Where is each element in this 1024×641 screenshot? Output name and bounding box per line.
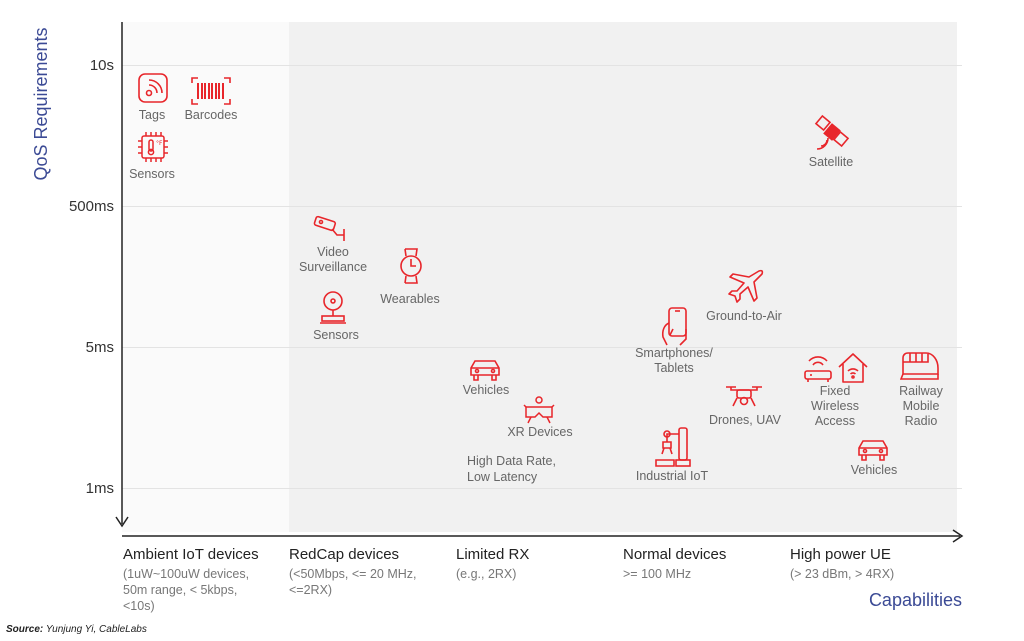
satellite-icon [812,112,852,156]
gauge-sensor-icon [318,290,348,326]
label-industrial-iot: Industrial IoT [635,469,709,483]
router-icon [802,356,834,384]
y-tick-10s: 10s [89,57,114,74]
y-axis-arrow [115,516,129,528]
label-wearables: Wearables [380,292,440,306]
band-limited [456,22,623,532]
label-vehicles-high: Vehicles [850,463,898,477]
vr-headset-icon [521,395,557,425]
category-ambient-detail: (1uW~100uW devices, 50m range, < 5kbps, … [123,567,250,613]
label-vehicles-limited: Vehicles [462,383,510,397]
wifi-tag-icon [136,71,172,105]
source-text: Yunjung Yi, CableLabs [45,624,147,635]
label-video-surveillance: Video Surveillance [298,245,368,274]
grid-10s [122,65,962,66]
grid-500ms [122,206,962,207]
y-tick-5ms: 5ms [85,339,114,356]
barcode-icon [190,76,232,106]
grid-5ms [122,347,962,348]
category-limited: Limited RX [456,546,530,563]
category-normal: Normal devices [623,546,727,563]
y-tick-1ms: 1ms [85,480,114,497]
label-sensors-ambient: Sensors [129,167,175,181]
svg-text:°F: °F [156,140,163,147]
car-icon-limited [467,355,503,383]
home-wifi-icon [836,351,870,385]
band-high [790,22,957,532]
train-icon [900,350,940,382]
car-icon-high [855,435,891,463]
y-axis-title: QoS Requirements [31,27,51,181]
x-axis-title: Capabilities [868,590,962,610]
label-satellite: Satellite [808,155,854,169]
category-high-power: High power UE [790,546,891,563]
grid-1ms [122,488,962,489]
category-redcap-detail: (<50Mbps, <= 20 MHz, <=2RX) [289,567,417,597]
smartphone-hand-icon [658,305,692,349]
category-redcap: RedCap devices [289,546,400,563]
label-fixed-wireless: Fixed Wireless Access [811,384,859,428]
label-railway: Railway Mobile Radio [899,384,943,428]
category-high-power-detail: (> 23 dBm, > 4RX) [790,567,895,581]
y-tick-500ms: 500ms [68,198,114,215]
band-ambient-light [122,22,289,532]
label-barcodes: Barcodes [184,108,238,122]
security-camera-icon [312,213,348,243]
band-redcap [289,22,456,532]
watch-icon [398,247,424,285]
label-smartphones: Smartphones/ Tablets [635,346,713,375]
drone-icon [724,382,764,412]
category-limited-detail: (e.g., 2RX) [456,567,517,581]
x-axis-arrow [952,529,964,543]
source-credit: Source: Yunjung Yi, CableLabs [6,624,147,635]
robot-arm-icon [654,426,692,468]
band-normal [623,22,790,532]
limited-rx-note: High Data Rate, Low Latency [467,454,556,484]
thermometer-chip-icon: °F [136,130,170,164]
label-xr-devices: XR Devices [507,425,573,439]
label-ground-to-air: Ground-to-Air [706,309,782,323]
category-normal-detail: >= 100 MHz [623,567,692,581]
source-label: Source: [6,624,44,635]
label-drones: Drones, UAV [708,413,781,427]
label-tags: Tags [138,108,166,122]
label-sensors-redcap: Sensors [313,328,359,342]
airplane-icon [726,267,766,307]
category-ambient: Ambient IoT devices [123,546,259,563]
